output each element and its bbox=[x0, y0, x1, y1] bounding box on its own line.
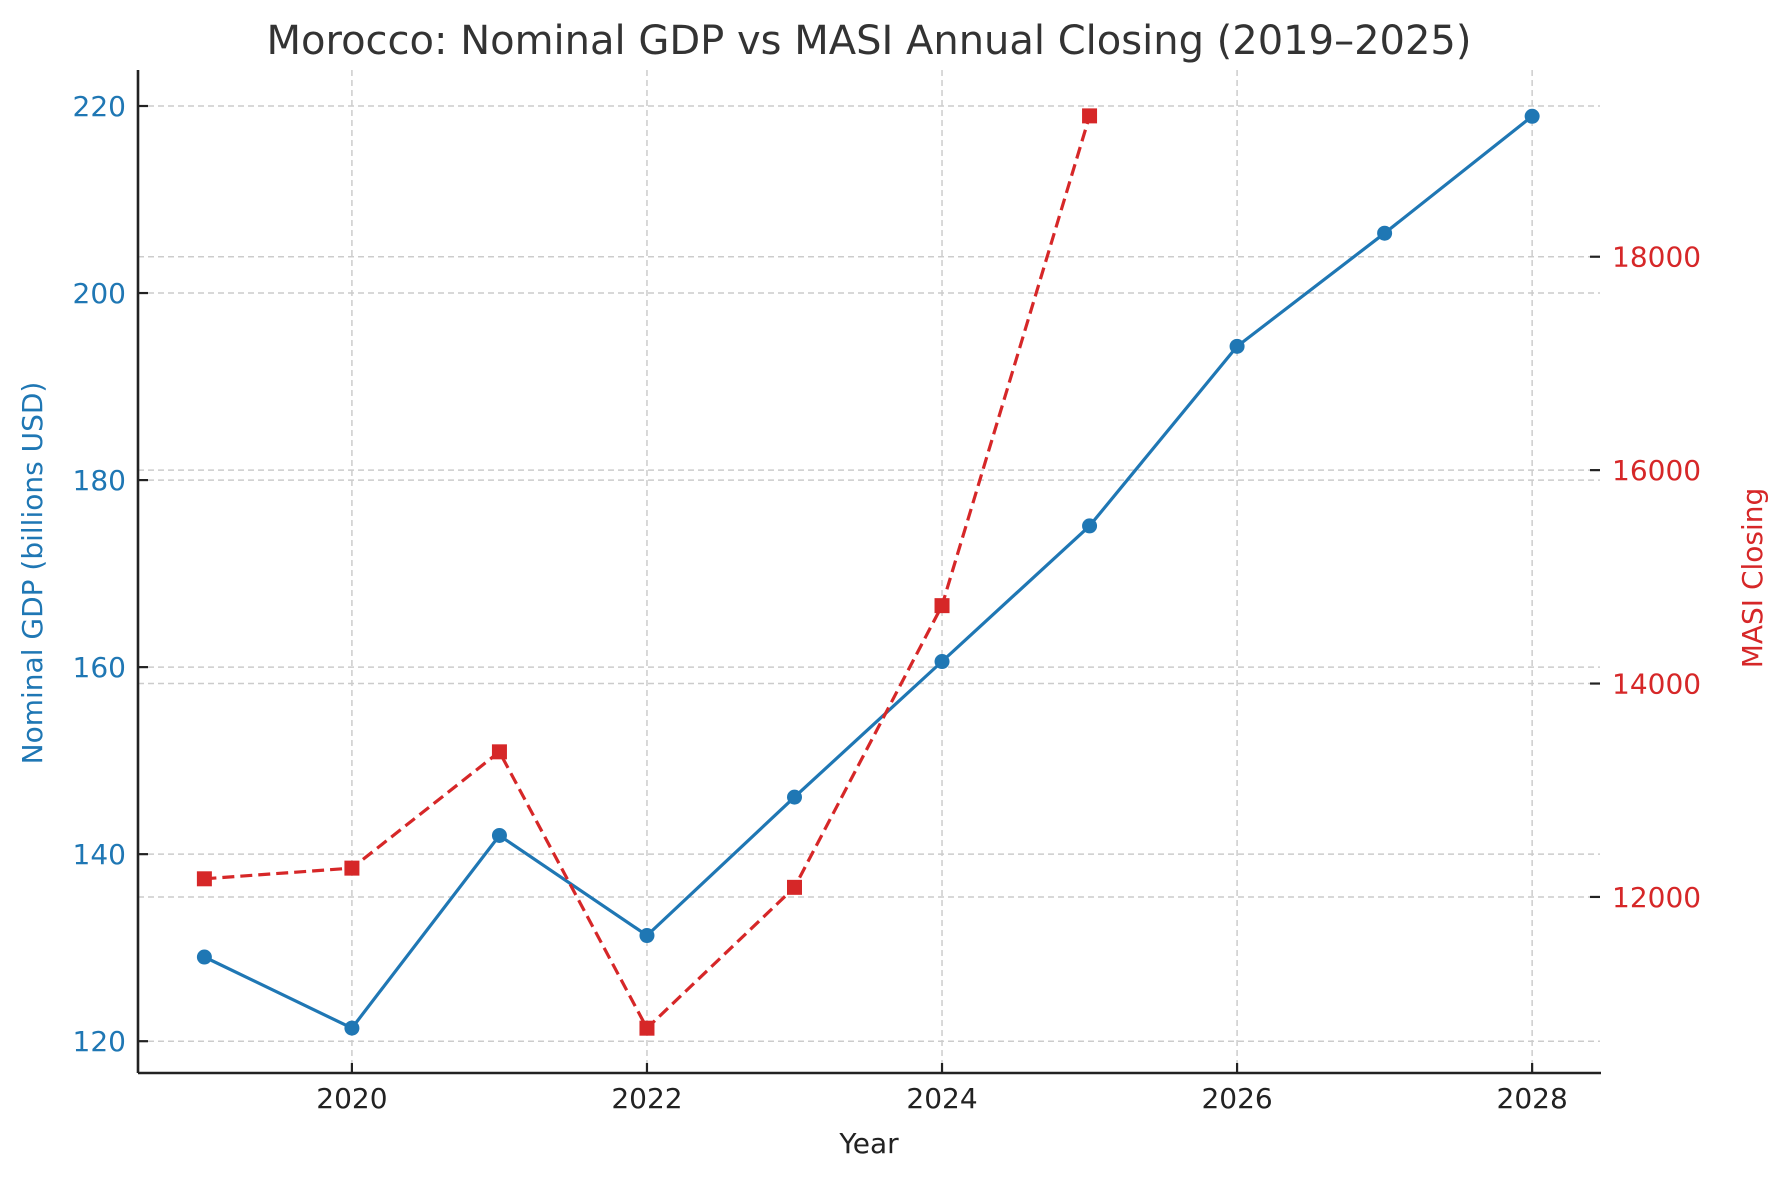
gdp-point bbox=[1524, 108, 1540, 124]
masi-point bbox=[196, 871, 212, 887]
y-left-tick-label: 160 bbox=[73, 651, 126, 684]
y-right-tick-label: 16000 bbox=[1612, 454, 1701, 487]
y-right-tick-label: 12000 bbox=[1612, 881, 1701, 914]
masi-point bbox=[491, 744, 507, 760]
y-left-tick-label: 200 bbox=[73, 277, 126, 310]
gdp-point bbox=[344, 1020, 360, 1036]
y-axis-left-label: Nominal GDP (billions USD) bbox=[16, 382, 49, 765]
masi-point bbox=[639, 1020, 655, 1036]
x-tick-label: 2024 bbox=[906, 1082, 977, 1115]
gdp-point bbox=[639, 928, 655, 944]
y-left-tick-label: 220 bbox=[73, 90, 126, 123]
gdp-point bbox=[786, 789, 802, 805]
gdp-point bbox=[196, 949, 212, 965]
masi-point bbox=[934, 598, 950, 614]
y-left-tick-label: 140 bbox=[73, 838, 126, 871]
y-left-tick-label: 120 bbox=[73, 1025, 126, 1058]
x-tick-label: 2022 bbox=[611, 1082, 682, 1115]
y-right-tick-label: 14000 bbox=[1612, 668, 1701, 701]
masi-point bbox=[786, 879, 802, 895]
x-tick-label: 2028 bbox=[1497, 1082, 1568, 1115]
x-tick-label: 2020 bbox=[316, 1082, 387, 1115]
x-axis-label: Year bbox=[838, 1127, 899, 1160]
gdp-point bbox=[1229, 338, 1245, 354]
grid-layer bbox=[138, 70, 1600, 1073]
gdp-point bbox=[1082, 518, 1098, 534]
gdp-point bbox=[1377, 225, 1393, 241]
series-layer bbox=[196, 108, 1540, 1036]
y-axis-right-label: MASI Closing bbox=[1736, 488, 1769, 669]
chart-title: Morocco: Nominal GDP vs MASI Annual Clos… bbox=[267, 18, 1472, 64]
gdp-point bbox=[491, 827, 507, 843]
axes-layer bbox=[136, 70, 1601, 1075]
x-tick-label: 2026 bbox=[1201, 1082, 1272, 1115]
y-left-tick-label: 180 bbox=[73, 464, 126, 497]
masi-point bbox=[344, 860, 360, 876]
ticks-layer: 2020 2022 2024 2026 2028 120 140 160 180 200 220 12… bbox=[73, 90, 1702, 1115]
gdp-point bbox=[934, 654, 950, 670]
y-right-tick-label: 18000 bbox=[1612, 241, 1701, 274]
gdp-line bbox=[203, 115, 1534, 1030]
masi-point bbox=[1082, 108, 1098, 124]
